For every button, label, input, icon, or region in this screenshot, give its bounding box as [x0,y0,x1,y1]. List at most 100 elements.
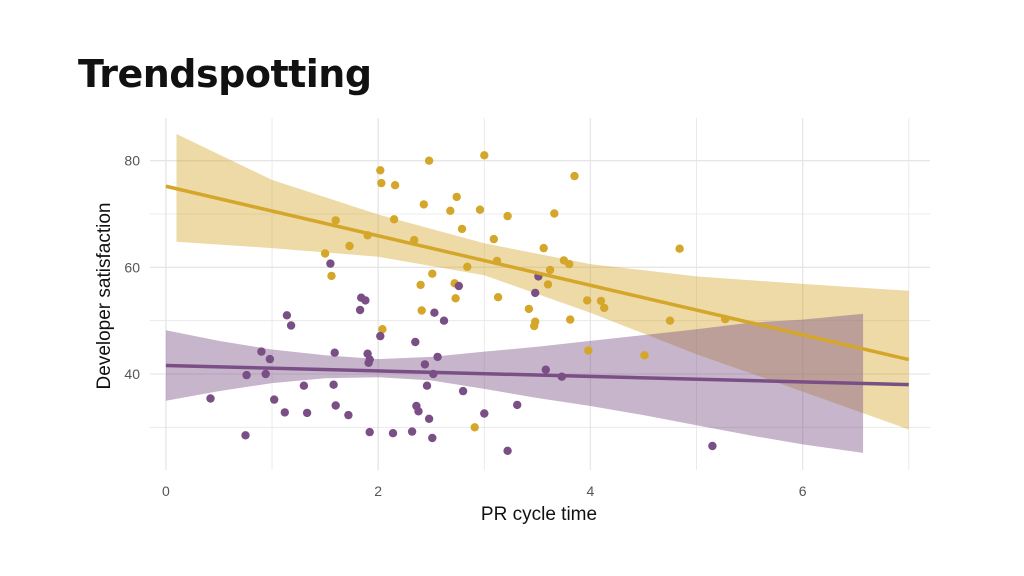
y-tick-label: 80 [124,153,140,169]
trend-lines [165,184,910,387]
x-tick-label: 6 [799,483,807,499]
data-point [407,427,417,436]
data-point [378,325,387,334]
data-point [665,316,675,325]
data-point [417,306,426,315]
data-point [439,316,449,325]
trend-line-1 [165,184,910,362]
data-point [344,410,353,420]
data-point [539,243,548,253]
data-point [708,441,717,451]
data-point [365,355,374,364]
data-point [480,151,489,160]
data-point [206,394,215,403]
data-point [345,241,354,251]
data-point [545,265,555,275]
data-point [241,431,250,440]
data-point [389,215,399,224]
data-point [376,166,385,175]
data-point [489,234,498,244]
data-point [446,206,455,215]
trend-line-2 [165,363,909,387]
data-point [524,304,534,314]
data-point [388,429,398,438]
data-point [493,293,503,302]
data-point [331,401,340,410]
data-point [596,296,606,306]
data-point [503,446,512,455]
data-point [463,262,472,271]
data-point [326,259,335,268]
data-point [513,400,522,410]
data-point [565,259,574,269]
data-point [330,348,339,357]
data-point [541,365,550,374]
data-point [390,181,400,190]
data-point [566,315,575,324]
data-point [411,337,420,347]
data-point [419,200,428,209]
data-point [424,414,434,423]
data-point [503,211,512,221]
data-point [361,296,370,305]
data-point [377,178,386,188]
data-point [428,269,437,278]
data-point [452,192,461,202]
data-point [550,209,559,218]
data-point [457,224,467,234]
data-point [299,381,309,390]
confidence-band-2 [165,313,864,453]
data-point [600,303,609,313]
y-tick-label: 40 [124,366,140,382]
data-point [475,205,485,214]
data-point [454,281,463,291]
data-point [422,381,432,390]
data-point [480,409,489,418]
data-point [458,386,468,396]
confidence-band-1 [176,134,909,430]
data-point [302,408,312,418]
data-point [270,395,279,404]
data-point [355,305,365,315]
data-point [280,408,289,417]
x-axis-label: PR cycle time [481,504,597,525]
data-point [584,346,593,355]
data-point [416,280,425,290]
data-point [451,294,460,303]
data-point [531,317,540,326]
data-point [329,380,338,389]
x-tick-label: 4 [587,483,595,499]
data-point [543,280,553,289]
x-tick-label: 2 [374,483,382,499]
data-points [206,151,730,455]
data-point [282,311,292,320]
data-point [331,216,340,225]
data-point [320,249,330,258]
data-point [327,271,336,281]
data-point [242,370,251,380]
y-tick-label: 60 [124,259,140,275]
data-point [414,407,423,416]
data-point [470,423,479,432]
data-point [286,321,296,330]
data-point [570,171,579,181]
data-point [261,369,270,379]
data-point [376,331,385,341]
x-tick-label: 0 [162,483,170,499]
data-point [420,360,430,369]
data-point [433,352,442,362]
chart-title: Trendspotting [78,52,372,96]
data-point [424,156,434,165]
data-point [531,288,540,298]
data-point [583,296,592,305]
y-axis-label: Developer satisfaction [94,203,115,390]
confidence-bands [165,134,909,453]
data-point [428,433,437,443]
data-point [257,347,266,356]
data-point [640,351,649,360]
data-point [430,308,439,317]
data-point [365,427,374,437]
data-point [675,244,684,253]
data-point [265,354,275,364]
